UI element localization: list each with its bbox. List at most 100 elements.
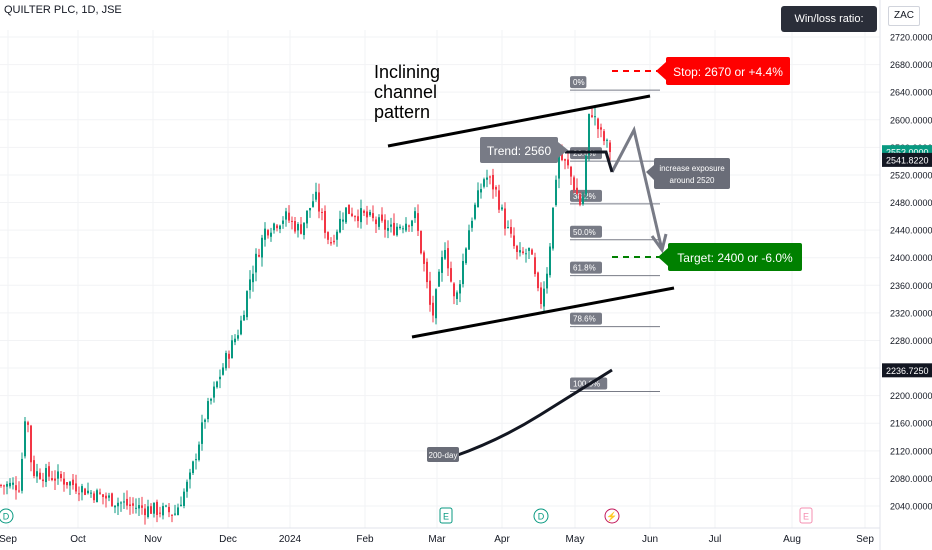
exposure-callout[interactable] xyxy=(654,158,730,189)
candle-body xyxy=(432,302,434,316)
trend-arrow[interactable] xyxy=(610,125,664,251)
candle-body xyxy=(294,221,296,232)
price-axis[interactable]: 2720.00002680.00002640.00002600.00002560… xyxy=(879,0,932,550)
candle-body xyxy=(126,498,128,506)
time-axis[interactable]: Sep Oct Nov Dec 2024 Feb Mar Apr May Jun Jul Aug Sep xyxy=(0,527,880,545)
candle-body xyxy=(498,190,500,210)
currency-button[interactable]: ZAC xyxy=(888,6,920,26)
candle-body xyxy=(540,287,542,305)
fib-level[interactable]: 0% xyxy=(570,76,660,91)
fib-level[interactable]: 23.6% xyxy=(570,147,660,162)
target-label: Target: 2400 or -6.0% xyxy=(677,251,793,265)
candle-body xyxy=(207,401,209,420)
candle-body xyxy=(36,471,38,477)
candle-body xyxy=(399,226,401,229)
target-callout[interactable] xyxy=(668,243,802,271)
event-marker-label: ⚡ xyxy=(606,511,617,523)
candle-body xyxy=(24,421,26,457)
trend-label: Trend: 2560 xyxy=(487,144,552,158)
candle-body xyxy=(216,381,218,388)
candle-body xyxy=(312,201,314,207)
grid xyxy=(0,30,880,528)
event-marker[interactable]: D xyxy=(0,508,14,524)
fibonacci-retracement[interactable]: 0% 23.6% 38.2% 50.0% 61.8% 78.6% 100.0% xyxy=(570,76,660,393)
candle-body xyxy=(321,211,323,213)
candle-body xyxy=(72,479,74,486)
candle-body xyxy=(387,228,389,231)
candle-body xyxy=(324,210,326,233)
candle-body xyxy=(444,250,446,259)
candle-body xyxy=(81,486,83,493)
target-callout-pointer xyxy=(658,248,668,266)
event-marker[interactable]: E xyxy=(439,507,453,524)
event-marker[interactable]: ⚡ xyxy=(604,508,620,524)
event-marker[interactable]: D xyxy=(533,508,549,524)
time-tick-label: May xyxy=(566,534,585,545)
price-tick-label: 2600.0000 xyxy=(890,115,932,125)
event-marker-label: E xyxy=(443,512,449,522)
candle-body xyxy=(306,210,308,224)
channel-lower-line[interactable] xyxy=(411,286,675,339)
drawings[interactable]: Inclining channel pattern Stop: 2670 or … xyxy=(374,57,802,462)
candlesticks xyxy=(0,106,611,525)
candle-body xyxy=(183,491,185,506)
fib-level[interactable]: 61.8% xyxy=(570,261,660,277)
candle-body xyxy=(558,155,560,179)
candle-body xyxy=(486,177,488,180)
candle-body xyxy=(132,503,134,506)
time-tick-label: Mar xyxy=(428,534,446,545)
candle-body xyxy=(99,492,101,494)
candle-body xyxy=(450,268,452,282)
candle-body xyxy=(561,153,563,161)
candle-body xyxy=(567,159,569,166)
candle-body xyxy=(279,225,281,230)
candle-body xyxy=(3,485,5,487)
candle-body xyxy=(375,219,377,225)
candle-body xyxy=(192,461,194,474)
time-tick-label: Aug xyxy=(783,534,801,545)
candle-body xyxy=(90,492,92,494)
candle-body xyxy=(309,207,311,211)
candle-body xyxy=(516,245,518,252)
candle-body xyxy=(495,187,497,190)
candle-body xyxy=(168,506,170,513)
price-tick-label: 2720.0000 xyxy=(890,33,932,43)
ma-label-box[interactable] xyxy=(427,447,459,462)
channel-upper-line[interactable] xyxy=(387,94,651,148)
candle-body xyxy=(411,220,413,227)
trend-callout[interactable] xyxy=(480,137,558,163)
trend-line-marker[interactable] xyxy=(565,150,614,173)
event-markers[interactable]: D E D ⚡ E xyxy=(0,507,813,524)
earnings-icon xyxy=(799,507,813,524)
event-marker[interactable]: E xyxy=(799,507,813,524)
candle-body xyxy=(519,250,521,253)
candle-body xyxy=(240,320,242,335)
fib-level[interactable]: 50.0% xyxy=(570,225,660,241)
candle-body xyxy=(528,247,530,251)
win-loss-badge: Win/loss ratio: 2.5:1 xyxy=(781,6,877,51)
candle-body xyxy=(180,504,182,507)
candle-body xyxy=(543,288,545,307)
candle-body xyxy=(33,460,35,476)
candle-body xyxy=(600,127,602,130)
time-tick-label: Nov xyxy=(144,534,162,545)
price-tick-label: 2320.0000 xyxy=(890,308,932,318)
candle-body xyxy=(480,189,482,193)
candle-body xyxy=(156,501,158,515)
ma-200-line[interactable] xyxy=(454,368,613,458)
candle-body xyxy=(333,240,335,243)
candle-body xyxy=(243,314,245,321)
candle-body xyxy=(261,237,263,258)
channel-title-line3: pattern xyxy=(374,102,430,122)
candle-body xyxy=(474,204,476,219)
candle-body xyxy=(504,208,506,229)
candle-body xyxy=(513,235,515,247)
candle-body xyxy=(510,227,512,234)
candle-body xyxy=(195,459,197,461)
stop-callout[interactable] xyxy=(666,57,790,85)
candle-body xyxy=(42,479,44,482)
candle-body xyxy=(525,253,527,255)
candle-body xyxy=(129,504,131,507)
fib-level[interactable]: 78.6% xyxy=(570,312,660,328)
